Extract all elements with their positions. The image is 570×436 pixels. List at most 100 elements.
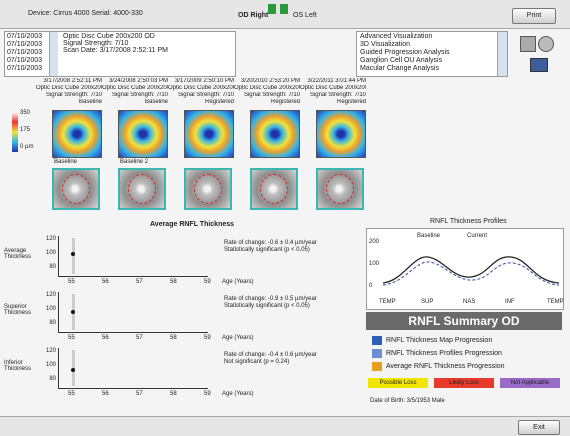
x-tick-label: 56 xyxy=(102,279,109,285)
summary-item: RNFL Thickness Profiles Progression xyxy=(386,350,502,357)
x-tick-label: 55 xyxy=(68,391,75,397)
status-badge: Not Applicable xyxy=(500,378,560,388)
thickness-map xyxy=(52,110,102,158)
disc-ring xyxy=(128,174,156,204)
status-badge: Likely Loss xyxy=(434,378,494,388)
x-tick-label: TEMP xyxy=(547,299,564,305)
x-tick-label: 55 xyxy=(68,335,75,341)
fundus-image xyxy=(52,168,100,210)
summary-icon xyxy=(372,349,382,358)
exam-date[interactable]: 07/10/2003 xyxy=(7,65,42,72)
exam-date[interactable]: 07/10/2003 xyxy=(7,57,42,64)
colorbar xyxy=(12,112,18,152)
summary-footer: Date of Birth: 3/5/1953 Male xyxy=(370,398,445,404)
colorbar-label: 0 µm xyxy=(20,144,33,150)
eye-od: OD Right xyxy=(238,12,268,19)
plot-point xyxy=(71,368,75,372)
disc-ring xyxy=(326,174,354,204)
x-tick-label: 56 xyxy=(102,335,109,341)
y-tick-label: 120 xyxy=(42,292,56,298)
plot-label: Inferior Thickness xyxy=(4,360,42,372)
map-label: Baseline 2 xyxy=(120,159,148,165)
analysis-item[interactable]: Guided Progression Analysis xyxy=(360,49,450,56)
exam-status: Registered xyxy=(234,99,300,105)
thickness-map xyxy=(250,110,300,158)
status-badge: Possible Loss xyxy=(368,378,428,388)
print-button[interactable]: Print xyxy=(512,8,556,24)
fundus-image xyxy=(250,168,298,210)
disc-ring xyxy=(194,174,222,204)
tool-icon[interactable] xyxy=(520,36,536,52)
legend-entry: Baseline xyxy=(417,233,440,239)
fundus-image xyxy=(184,168,232,210)
exam-signal: Signal Strength: 7/10 xyxy=(234,92,300,98)
map-label: Baseline xyxy=(54,159,77,165)
exam-status: Baseline xyxy=(36,99,102,105)
x-tick-label: 57 xyxy=(136,391,143,397)
thickness-map xyxy=(118,110,168,158)
x-tick-label: 58 xyxy=(170,279,177,285)
x-tick-label: 58 xyxy=(170,335,177,341)
y-tick-label: 80 xyxy=(42,376,56,382)
summary-icon xyxy=(372,336,382,345)
exit-button[interactable]: Exit xyxy=(518,420,560,435)
plot-axis xyxy=(58,276,208,277)
exam-status: Registered xyxy=(168,99,234,105)
exam-date: 3/20/2010 2:53:20 PM xyxy=(234,78,300,84)
exam-date: 3/24/2008 2:50:03 PM xyxy=(102,78,168,84)
tool-icon[interactable] xyxy=(530,58,548,72)
plot-band xyxy=(72,238,75,274)
exam-date[interactable]: 07/10/2003 xyxy=(7,33,42,40)
y-tick-label: 100 xyxy=(42,306,56,312)
x-tick-label: NAS xyxy=(463,299,475,305)
x-tick-label: 59 xyxy=(204,335,211,341)
axis-title: Age (Years) xyxy=(222,391,253,397)
exam-date[interactable]: 07/10/2003 xyxy=(7,41,42,48)
rate-text: Rate of change: -0.9 ± 0.5 µm/year xyxy=(224,296,317,302)
exam-status: Baseline xyxy=(102,99,168,105)
x-tick-label: INF xyxy=(505,299,515,305)
exam-date[interactable]: 07/10/2003 xyxy=(7,49,42,56)
eye-icon xyxy=(280,4,288,14)
device-info: Device: Cirrus 4000 Serial: 4000-330 xyxy=(28,10,143,17)
bottom-bar xyxy=(0,416,570,436)
disc-ring xyxy=(260,174,288,204)
thickness-map xyxy=(184,110,234,158)
y-tick-label: 0 xyxy=(369,283,372,289)
plot-point xyxy=(71,310,75,314)
exam-status: Registered xyxy=(300,99,366,105)
exam-scan: Optic Disc Cube 200x200 xyxy=(168,85,234,91)
tool-icon[interactable] xyxy=(538,36,554,52)
x-tick-label: 56 xyxy=(102,391,109,397)
plot-axis xyxy=(58,292,59,332)
fundus-image xyxy=(316,168,364,210)
y-tick-label: 120 xyxy=(42,236,56,242)
x-tick-label: TEMP xyxy=(379,299,396,305)
analysis-item[interactable]: Macular Change Analysis xyxy=(360,65,439,72)
plot-axis xyxy=(58,332,208,333)
analysis-item[interactable]: Advanced Visualization xyxy=(360,33,432,40)
scrollbar xyxy=(49,32,58,76)
axis-title: Age (Years) xyxy=(222,279,253,285)
x-tick-label: 59 xyxy=(204,391,211,397)
fundus-image xyxy=(118,168,166,210)
analysis-item[interactable]: 3D Visualization xyxy=(360,41,410,48)
exam-signal: Signal Strength: 7/10 xyxy=(300,92,366,98)
exam-signal: Signal Strength: 7/10 xyxy=(168,92,234,98)
exam-scan: Optic Disc Cube 200x200 xyxy=(36,85,102,91)
y-tick-label: 100 xyxy=(369,261,379,267)
exam-date: 3/17/2009 2:50:10 PM xyxy=(168,78,234,84)
summary-item: RNFL Thickness Map Progression xyxy=(386,337,492,344)
plot-label: Average Thickness xyxy=(4,248,42,260)
summary-title: RNFL Summary OD xyxy=(366,312,562,330)
exam-date: 3/22/2011 3:01:44 PM xyxy=(300,78,366,84)
analysis-item[interactable]: Ganglion Cell OU Analysis xyxy=(360,57,442,64)
x-tick-label: 58 xyxy=(170,391,177,397)
legend-entry: Current xyxy=(467,233,487,239)
exam-signal: Signal Strength: 7/10 xyxy=(102,92,168,98)
rate-text: Rate of change: -0.6 ± 0.4 µm/year xyxy=(224,240,317,246)
rate-note: Statistically significant (p < 0.05) xyxy=(224,303,310,309)
y-tick-label: 80 xyxy=(42,264,56,270)
x-tick-label: 59 xyxy=(204,279,211,285)
